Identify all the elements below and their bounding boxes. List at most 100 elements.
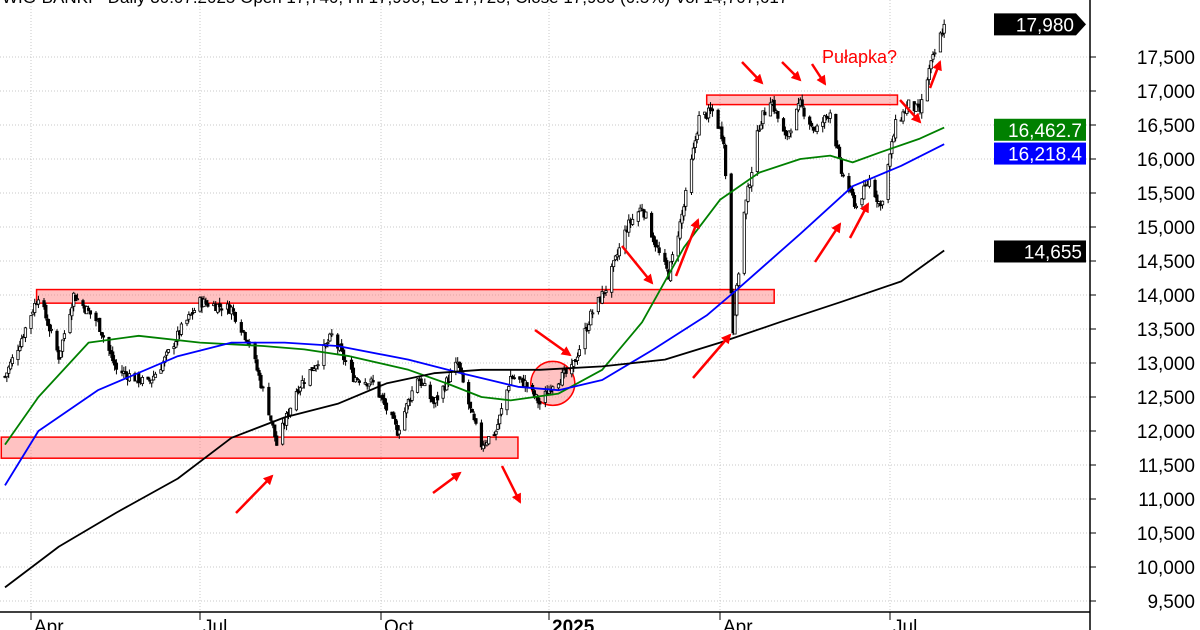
candle-body [49,328,54,331]
candle-body [492,434,496,437]
candle-body [653,239,658,248]
candle-body [269,415,273,421]
candle-body [253,343,257,360]
candle-body [938,32,943,53]
annotation-arrow [899,99,922,124]
candle-body [330,333,334,336]
support-resistance-zone [35,288,775,304]
candle-body [942,23,946,34]
annotation-arrow [813,222,842,263]
candle-body [150,379,154,384]
y-tick-label: 15,500 [1137,184,1195,205]
y-tick-label: 12,500 [1137,388,1195,409]
candle-body [886,164,890,200]
candle-body [164,351,169,356]
candle-body [591,312,595,315]
candle-body [636,211,640,222]
candle-body [837,146,842,158]
candle-body [757,129,761,132]
green-ma-label: 16,462.7 [1008,121,1082,142]
candle-body [419,378,423,387]
candle-body [931,54,935,60]
candle-body [355,378,359,381]
candle-body [397,429,401,435]
candle-body [787,130,791,137]
candle-body [94,312,98,322]
candle-body [86,307,91,311]
y-tick-label: 12,000 [1137,422,1195,443]
candle-body [73,294,78,302]
candle-body [98,317,102,332]
candle-body [23,327,28,338]
candle-body [349,359,354,370]
candle-body [55,330,59,351]
candle-body [841,174,845,177]
candle-body [322,344,326,366]
candle-body [729,173,733,294]
candle-body [543,390,547,403]
candle-body [481,444,485,450]
candle-body [470,408,474,413]
y-tick-label: 9,500 [1147,592,1195,613]
candle-body [185,319,189,325]
annotation-arrow [674,218,700,277]
candle-body [33,302,37,313]
candle-body [733,314,737,335]
candle-body [7,366,11,374]
candle-body [680,213,684,224]
candle-body [927,68,931,80]
candle-body [570,364,574,375]
candle-body [60,339,65,352]
candle-body [933,52,937,55]
candle-body [371,380,375,383]
candle-body [731,290,735,334]
candle-body [499,408,504,415]
candle-body [241,330,245,332]
candle-body [140,377,145,385]
y-tick-label: 16,500 [1137,116,1195,137]
candle-body [42,300,46,308]
candle-body [300,380,304,389]
candle-body [239,322,243,333]
candle-body [627,219,631,233]
candle-body [381,394,385,400]
candle-body [802,107,806,117]
candle-body [560,371,564,386]
candle-body [880,200,885,206]
candle-body [243,332,247,340]
candle-body [631,218,635,225]
candle-body [294,391,299,411]
candle-body [678,221,682,239]
candle-body [153,373,158,378]
candle-body [587,324,591,331]
candle-body [124,371,128,375]
candle-body [828,112,832,119]
candle-body [68,313,72,333]
green-ma-label-bg [994,118,1086,141]
candle-body [176,330,180,342]
candle-body [281,422,285,445]
annotation-arrow [928,60,942,89]
candle-body [823,115,827,124]
candle-body [151,375,156,381]
candle-body [600,291,604,304]
candle-body [768,102,773,117]
candle-body [722,137,726,145]
candle-body [596,296,601,313]
candle-body [862,185,866,200]
candle-body [538,401,542,405]
candle-body [8,361,13,370]
candle-body [46,318,50,326]
candle-body [357,380,361,383]
candle-body [410,390,414,401]
candle-body [834,113,838,147]
candle-body [507,386,511,391]
candle-body [839,158,844,174]
candle-body [192,310,197,313]
candle-body [216,303,220,313]
blue-ma-label: 16,218.4 [1008,145,1082,166]
candle-body [746,185,750,202]
candle-body [836,144,840,149]
candle-body [367,383,371,387]
candle-body [800,99,804,107]
